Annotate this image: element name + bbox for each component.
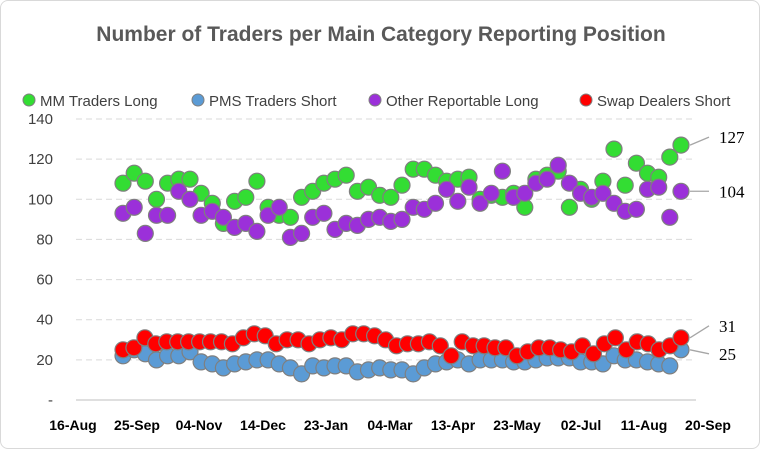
end-labels: 127 25 104 31	[689, 128, 745, 364]
legend-marker	[579, 93, 593, 107]
legend-label: MM Traders Long	[40, 93, 158, 110]
data-point	[616, 176, 634, 194]
data-point	[627, 154, 646, 172]
data-point	[672, 182, 690, 200]
data-point	[431, 337, 449, 355]
data-point	[393, 210, 411, 228]
data-point	[248, 172, 266, 190]
data-point	[661, 208, 679, 226]
legend-marker	[368, 93, 382, 107]
x-tick-label: 16-Aug	[49, 417, 96, 433]
x-tick-label: 04-Nov	[176, 417, 223, 433]
data-point	[382, 188, 400, 206]
data-point	[393, 176, 411, 194]
legend-label: Other Reportable Long	[386, 93, 539, 110]
series-layer	[114, 136, 690, 383]
data-point	[136, 224, 154, 242]
y-axis: - 20 40 60 80 100 120 140	[28, 111, 53, 409]
x-tick-label: 11-Aug	[621, 417, 668, 433]
legend-marker	[22, 93, 36, 107]
data-point	[493, 162, 511, 180]
series-group	[114, 325, 690, 365]
data-point	[627, 200, 646, 218]
data-point	[482, 184, 500, 202]
data-point	[594, 184, 612, 202]
data-point	[661, 148, 679, 166]
y-tick-label: 80	[36, 231, 53, 248]
end-value-label: 127	[719, 128, 745, 147]
legend-marker	[191, 93, 205, 107]
data-point	[125, 198, 143, 216]
x-tick-label: 13-Apr	[431, 417, 476, 433]
data-point	[125, 339, 143, 357]
y-tick-label: 140	[28, 111, 53, 128]
data-point	[471, 194, 489, 212]
end-value-label: 31	[719, 317, 736, 336]
data-point	[270, 198, 288, 216]
data-point	[560, 198, 579, 216]
data-point	[560, 174, 579, 192]
x-tick-label: 02-Jul	[561, 417, 601, 433]
data-point	[438, 180, 456, 198]
callout-leader	[689, 325, 710, 339]
data-point	[426, 194, 445, 212]
y-tick-label: 100	[28, 191, 53, 208]
x-axis: 16-Aug 25-Sep 04-Nov 14-Dec 23-Jan 04-Mar 13-A…	[49, 417, 731, 433]
data-point	[281, 208, 299, 226]
data-point	[181, 190, 199, 208]
chart-title: Number of Traders per Main Category Repo…	[96, 23, 665, 46]
y-tick-label: 60	[36, 272, 53, 289]
data-point	[549, 156, 567, 174]
data-point	[337, 166, 355, 184]
legend-label: Swap Dealers Short	[597, 93, 731, 110]
series-group	[114, 156, 690, 246]
data-point	[650, 178, 668, 196]
x-tick-label: 04-Mar	[367, 417, 413, 433]
data-point	[672, 136, 690, 154]
data-point	[449, 192, 467, 210]
data-point	[460, 178, 478, 196]
data-point	[214, 208, 232, 226]
end-value-label: 25	[719, 345, 736, 364]
data-point	[237, 188, 255, 206]
callout-leader	[689, 136, 710, 146]
legend: MM Traders Long PMS Traders Short Other Re…	[22, 93, 731, 110]
x-tick-label: 14-Dec	[240, 417, 286, 433]
data-point	[442, 347, 460, 365]
data-point	[159, 206, 177, 224]
data-point	[248, 222, 266, 240]
x-tick-label: 20-Sep	[685, 417, 731, 433]
y-tick-label: 40	[36, 312, 53, 329]
callout-leader	[689, 349, 710, 355]
data-point	[672, 329, 690, 347]
data-point	[181, 170, 199, 188]
data-point	[293, 224, 311, 242]
x-tick-label: 23-May	[493, 417, 541, 433]
data-point	[606, 329, 625, 347]
y-tick-label: -	[48, 392, 53, 409]
data-point	[584, 345, 603, 363]
data-point	[605, 140, 623, 158]
data-point	[315, 204, 333, 222]
data-point	[538, 170, 556, 188]
data-point	[114, 174, 132, 192]
legend-label: PMS Traders Short	[209, 93, 337, 110]
data-point	[136, 172, 154, 190]
x-tick-label: 23-Jan	[304, 417, 348, 433]
data-point	[661, 357, 679, 375]
data-point	[147, 190, 166, 208]
x-tick-label: 25-Sep	[114, 417, 160, 433]
y-tick-label: 20	[36, 352, 53, 369]
data-point	[516, 184, 534, 202]
end-value-label: 104	[719, 182, 745, 201]
y-tick-label: 120	[28, 151, 53, 168]
